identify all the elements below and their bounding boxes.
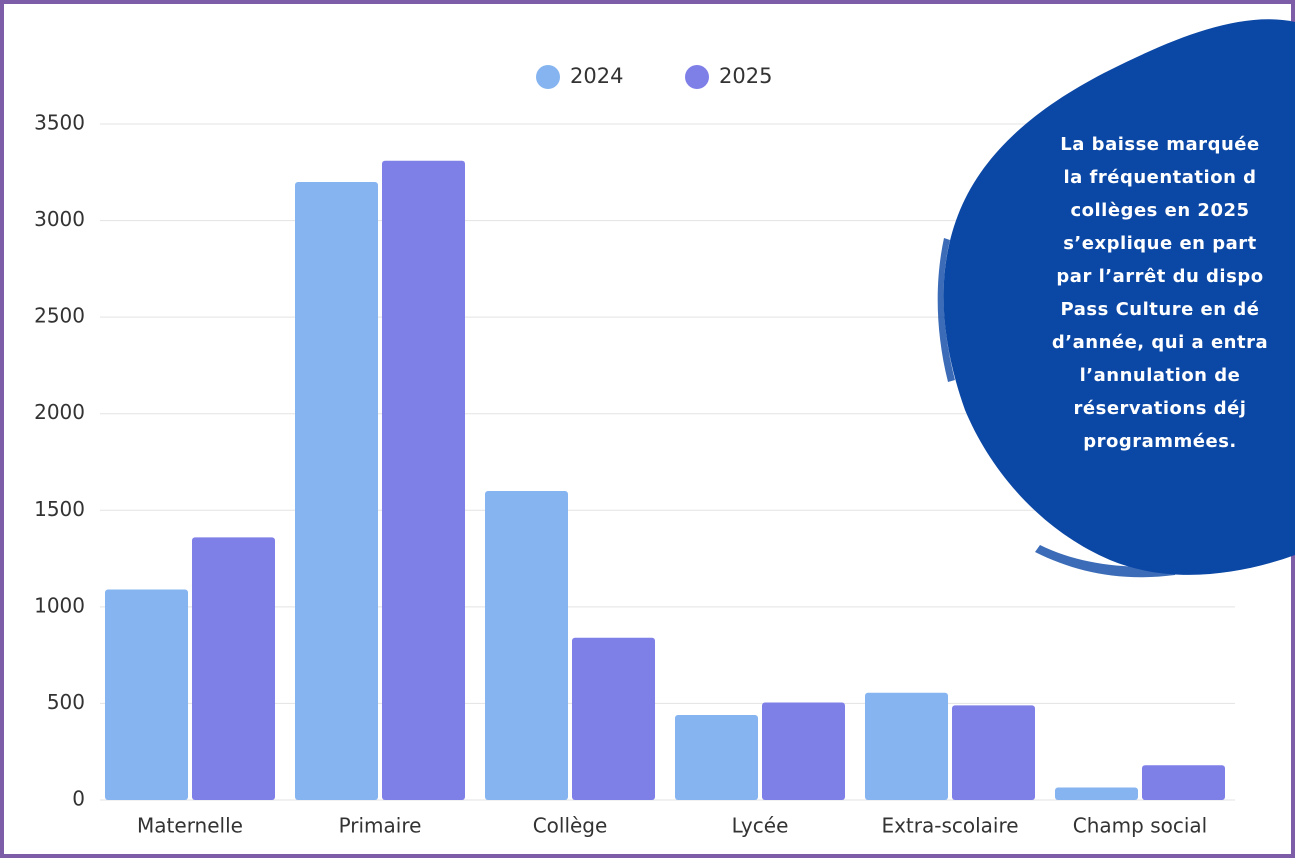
legend: 2024 2025 [536, 64, 772, 89]
bar [675, 715, 758, 800]
y-tick-label: 500 [47, 690, 85, 714]
legend-label: 2024 [570, 64, 623, 88]
y-tick-label: 3000 [34, 207, 85, 231]
annotation-line: Pass Culture en dé [1061, 299, 1260, 320]
y-tick-label: 2500 [34, 304, 85, 328]
legend-swatch [536, 65, 560, 89]
legend-swatch [685, 65, 709, 89]
annotation-line: s’explique en part [1063, 233, 1257, 254]
annotation: La baisse marquée la fréquentation d collè… [1052, 134, 1268, 452]
y-tick-label: 3500 [34, 111, 85, 135]
x-tick-label: Lycée [732, 814, 789, 838]
x-tick-label: Primaire [339, 814, 422, 838]
bar [762, 702, 845, 800]
bar [952, 705, 1035, 800]
x-tick-label: Champ social [1073, 814, 1207, 838]
bar [572, 637, 655, 800]
x-tick-label: Extra-scolaire [881, 814, 1018, 838]
legend-label: 2025 [719, 64, 772, 88]
bar [1142, 765, 1225, 800]
y-tick-label: 1500 [34, 497, 85, 521]
y-tick-label: 1000 [34, 593, 85, 617]
bar [865, 692, 948, 800]
annotation-line: l’annulation de [1080, 365, 1241, 386]
x-tick-label: Maternelle [137, 814, 243, 838]
annotation-blob [943, 19, 1295, 575]
bar [382, 160, 465, 800]
annotation-line: par l’arrêt du dispo [1056, 266, 1263, 287]
bar [105, 589, 188, 800]
bar [1055, 787, 1138, 800]
annotation-line: collèges en 2025 [1070, 200, 1249, 221]
bars: Maternelle Primaire Collège Lycée Extra-scol… [105, 160, 1225, 838]
annotation-line: réservations déj [1074, 398, 1247, 419]
annotation-line: d’année, qui a entra [1052, 332, 1268, 353]
bar [192, 537, 275, 800]
annotation-line: programmées. [1083, 431, 1237, 452]
annotation-line: La baisse marquée [1060, 134, 1259, 155]
x-tick-label: Collège [533, 814, 608, 838]
annotation-line: la fréquentation d [1063, 167, 1256, 188]
y-tick-label: 0 [72, 787, 85, 811]
y-tick-label: 2000 [34, 400, 85, 424]
bar [485, 490, 568, 800]
bar [295, 181, 378, 800]
